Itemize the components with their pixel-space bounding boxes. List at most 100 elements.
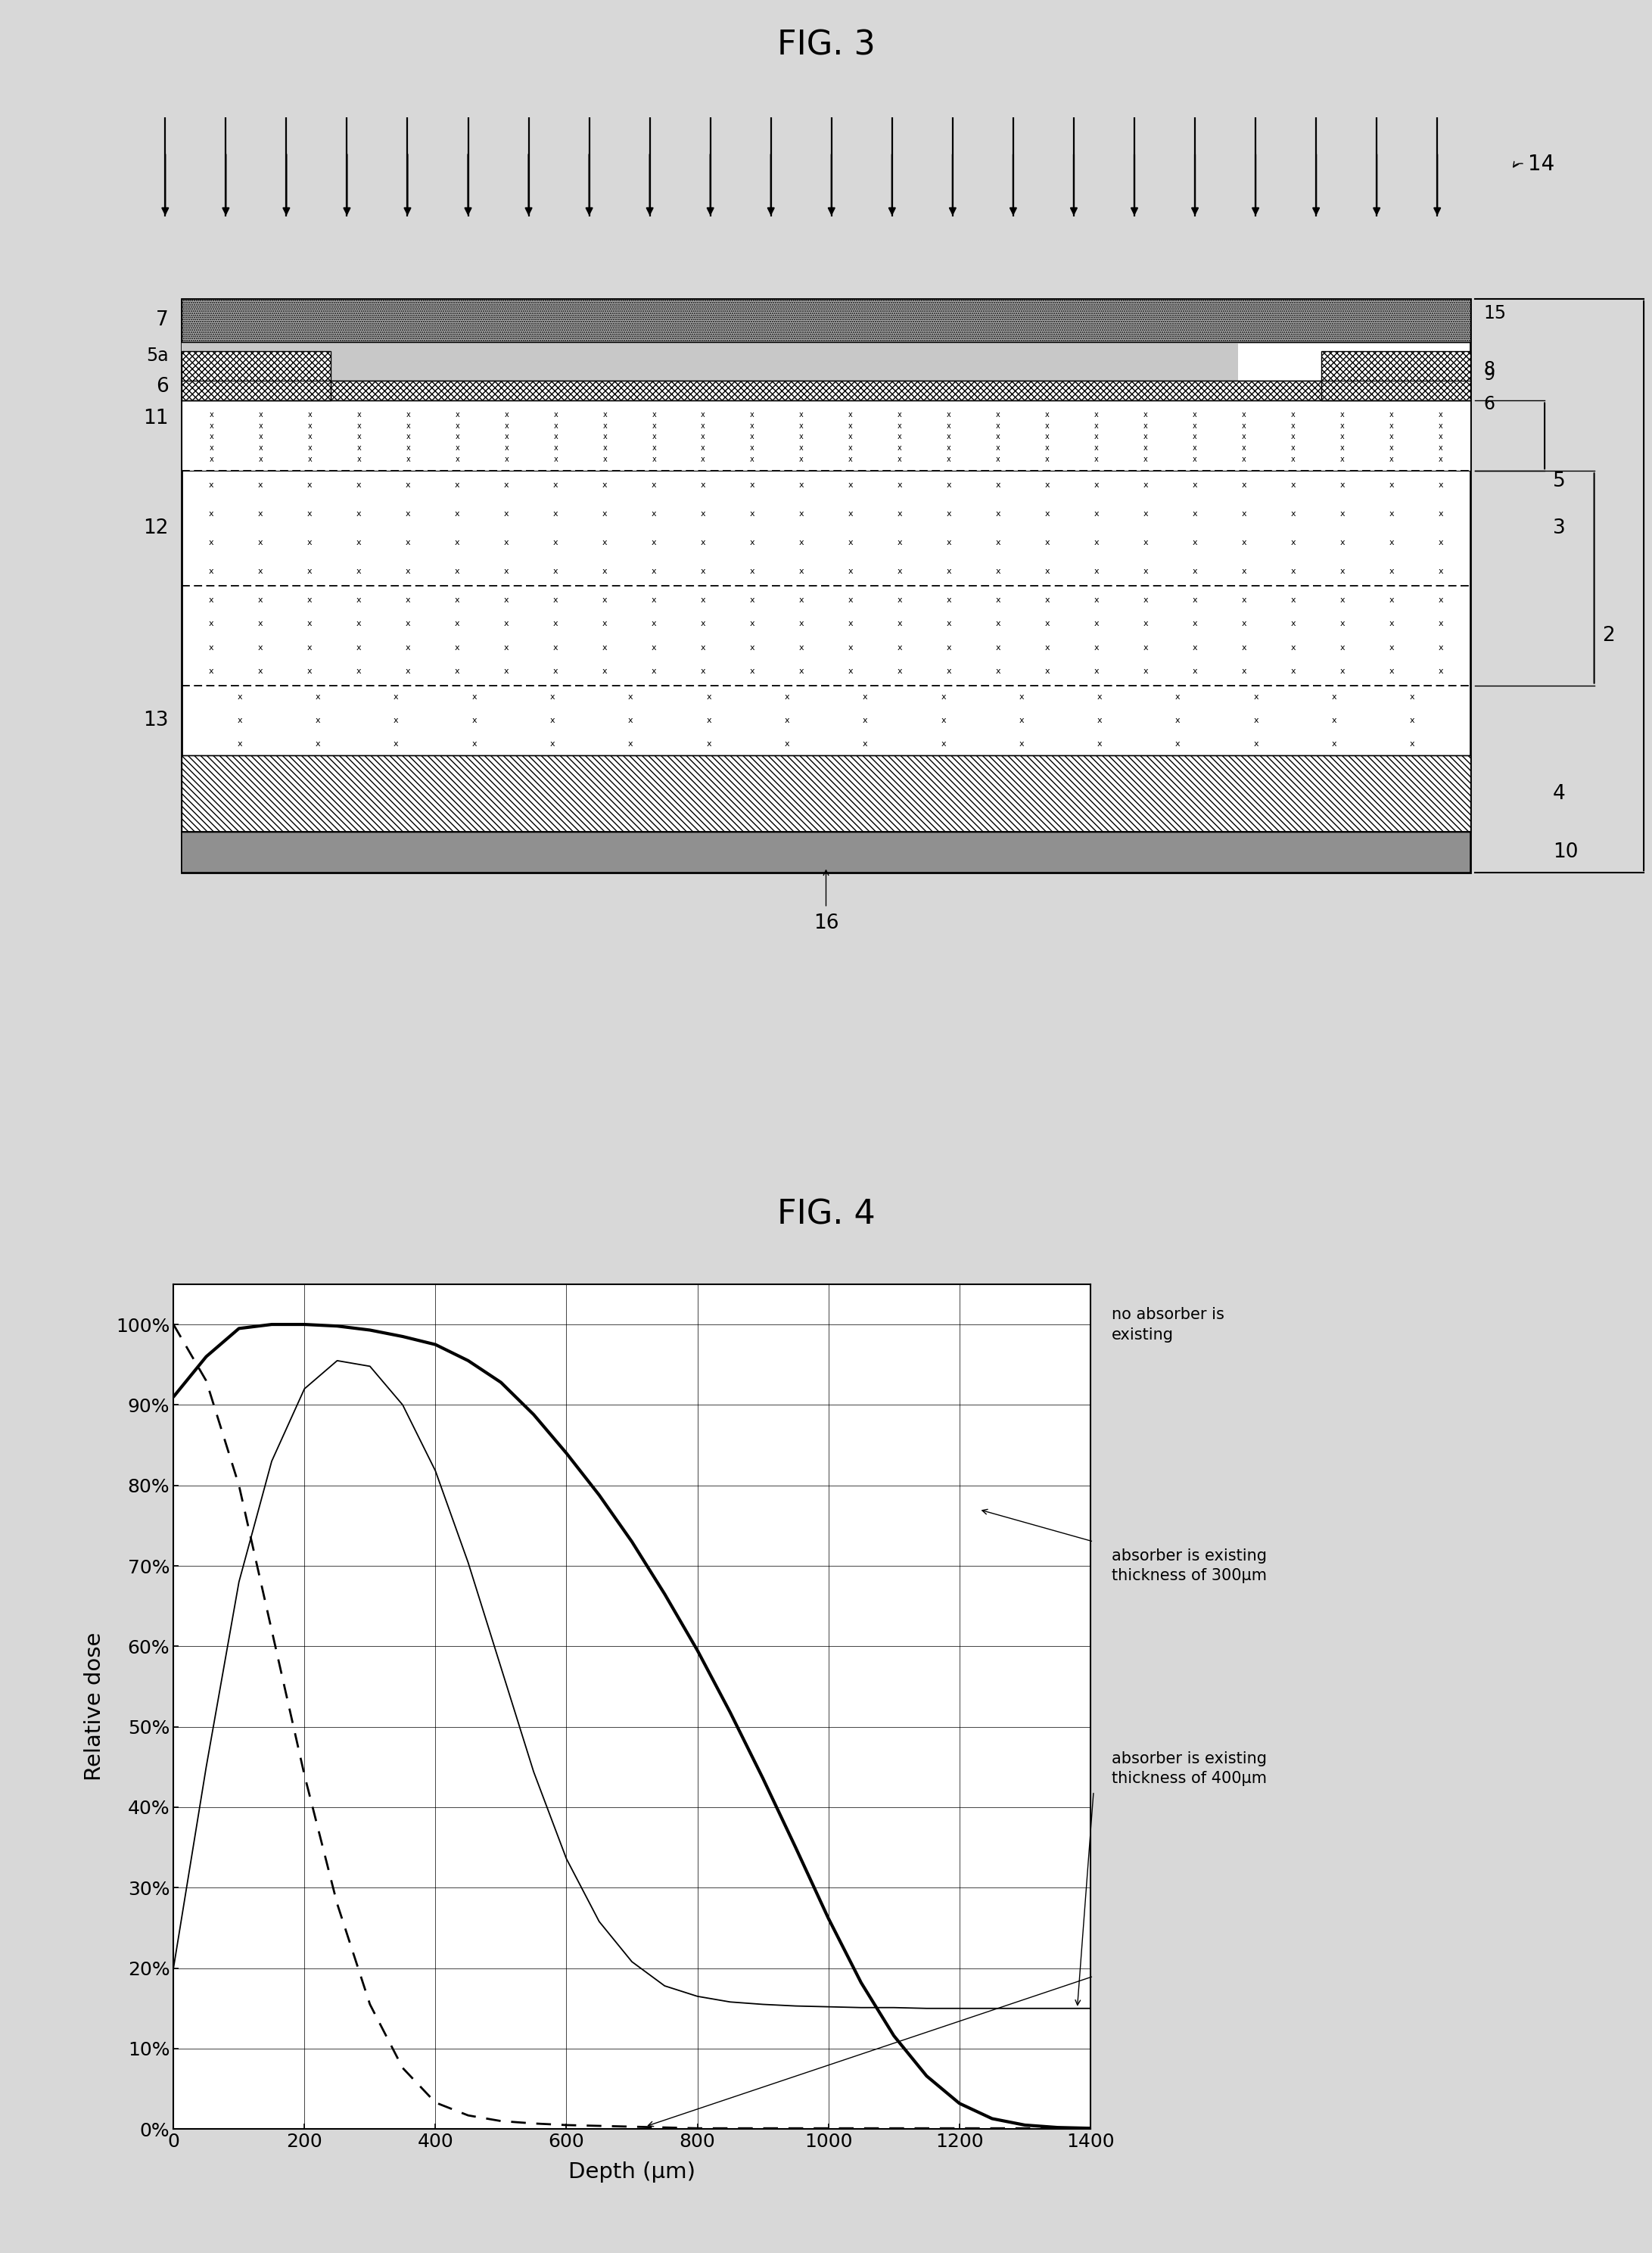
Text: x: x bbox=[1340, 482, 1345, 489]
Text: x: x bbox=[471, 694, 477, 701]
Text: x: x bbox=[1437, 568, 1444, 575]
Text: x: x bbox=[947, 433, 952, 442]
Text: x: x bbox=[406, 509, 411, 518]
Text: x: x bbox=[1044, 568, 1049, 575]
Text: x: x bbox=[1389, 433, 1394, 442]
Text: x: x bbox=[700, 597, 705, 604]
Text: x: x bbox=[553, 667, 558, 676]
Text: x: x bbox=[316, 694, 320, 701]
Text: x: x bbox=[1389, 568, 1394, 575]
Text: x: x bbox=[553, 620, 558, 626]
Text: x: x bbox=[307, 620, 312, 626]
Text: x: x bbox=[1290, 538, 1295, 547]
Text: x: x bbox=[210, 444, 213, 453]
Text: x: x bbox=[1439, 410, 1442, 419]
Text: x: x bbox=[947, 421, 952, 430]
Text: x: x bbox=[553, 444, 558, 453]
Text: x: x bbox=[1389, 620, 1394, 626]
Text: x: x bbox=[208, 509, 215, 518]
Text: x: x bbox=[1241, 620, 1246, 626]
Text: x: x bbox=[603, 455, 606, 464]
Text: x: x bbox=[705, 694, 712, 701]
Text: x: x bbox=[996, 620, 1001, 626]
Text: x: x bbox=[996, 433, 999, 442]
Text: x: x bbox=[357, 433, 362, 442]
Text: x: x bbox=[1340, 444, 1345, 453]
Text: x: x bbox=[897, 597, 902, 604]
Text: x: x bbox=[1094, 538, 1099, 547]
Text: 6: 6 bbox=[155, 376, 169, 397]
Text: x: x bbox=[454, 667, 459, 676]
Text: x: x bbox=[406, 410, 410, 419]
Text: x: x bbox=[1143, 538, 1148, 547]
Text: x: x bbox=[1241, 644, 1246, 651]
Text: x: x bbox=[897, 644, 902, 651]
Text: x: x bbox=[1241, 597, 1246, 604]
Text: x: x bbox=[1097, 694, 1102, 701]
Text: x: x bbox=[996, 421, 999, 430]
Text: x: x bbox=[897, 444, 902, 453]
Text: x: x bbox=[1332, 741, 1336, 748]
Text: x: x bbox=[700, 444, 705, 453]
Text: x: x bbox=[504, 644, 509, 651]
Text: x: x bbox=[393, 741, 398, 748]
Text: x: x bbox=[940, 716, 947, 723]
Text: x: x bbox=[406, 482, 411, 489]
Text: x: x bbox=[785, 694, 790, 701]
Text: x: x bbox=[1437, 538, 1444, 547]
Text: x: x bbox=[307, 538, 312, 547]
Bar bbox=[182, 351, 330, 401]
Text: x: x bbox=[1340, 509, 1345, 518]
Text: x: x bbox=[1193, 667, 1198, 676]
Text: x: x bbox=[210, 421, 213, 430]
Text: 8: 8 bbox=[1483, 360, 1495, 379]
Text: x: x bbox=[651, 568, 656, 575]
Text: x: x bbox=[705, 716, 712, 723]
Text: x: x bbox=[1143, 455, 1148, 464]
Text: 6: 6 bbox=[1483, 394, 1495, 412]
Text: x: x bbox=[750, 455, 755, 464]
Text: x: x bbox=[1340, 410, 1345, 419]
Text: x: x bbox=[651, 482, 656, 489]
Bar bbox=[182, 300, 1470, 342]
Text: x: x bbox=[357, 568, 362, 575]
Text: x: x bbox=[258, 482, 263, 489]
Text: x: x bbox=[454, 433, 459, 442]
Text: x: x bbox=[1193, 644, 1198, 651]
Text: x: x bbox=[1046, 433, 1049, 442]
Text: x: x bbox=[800, 444, 803, 453]
Text: x: x bbox=[1143, 597, 1148, 604]
Text: x: x bbox=[1340, 644, 1345, 651]
Text: x: x bbox=[1193, 433, 1198, 442]
Text: x: x bbox=[406, 455, 410, 464]
Text: x: x bbox=[651, 644, 656, 651]
Text: 5a: 5a bbox=[145, 347, 169, 365]
Text: x: x bbox=[208, 644, 215, 651]
Text: x: x bbox=[1097, 716, 1102, 723]
Text: x: x bbox=[947, 455, 952, 464]
Text: x: x bbox=[1193, 538, 1198, 547]
Text: x: x bbox=[897, 667, 902, 676]
Text: x: x bbox=[897, 568, 902, 575]
Text: x: x bbox=[1143, 410, 1148, 419]
Text: x: x bbox=[316, 741, 320, 748]
Text: x: x bbox=[897, 509, 902, 518]
Text: x: x bbox=[357, 667, 362, 676]
Text: x: x bbox=[553, 644, 558, 651]
Text: x: x bbox=[1242, 455, 1246, 464]
Text: x: x bbox=[750, 444, 755, 453]
Text: x: x bbox=[1044, 509, 1049, 518]
Text: x: x bbox=[700, 667, 705, 676]
Text: x: x bbox=[1241, 509, 1246, 518]
Text: x: x bbox=[603, 421, 606, 430]
Text: x: x bbox=[1193, 597, 1198, 604]
Text: x: x bbox=[1409, 741, 1416, 748]
Text: x: x bbox=[800, 538, 805, 547]
Text: x: x bbox=[1094, 421, 1099, 430]
Text: x: x bbox=[1046, 410, 1049, 419]
Text: x: x bbox=[1143, 482, 1148, 489]
Text: 11: 11 bbox=[144, 408, 169, 428]
Text: x: x bbox=[258, 433, 263, 442]
Text: x: x bbox=[550, 694, 555, 701]
Text: x: x bbox=[750, 482, 755, 489]
